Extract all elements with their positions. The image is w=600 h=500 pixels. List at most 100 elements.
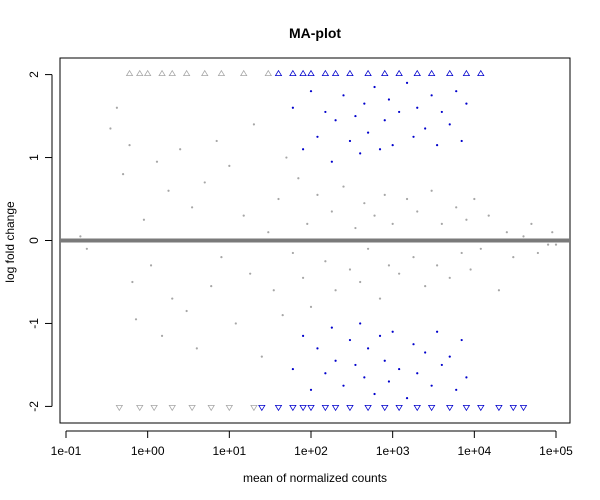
data-point-blue [324, 372, 327, 375]
data-point-gray [512, 255, 515, 259]
data-point-blue [460, 338, 463, 342]
data-point-gray [330, 210, 333, 213]
data-point-blue [440, 110, 443, 114]
data-point-gray [398, 272, 401, 275]
y-tick-label: 0 [27, 237, 41, 244]
data-point-gray [348, 268, 352, 271]
data-point-blue [416, 372, 419, 375]
data-point-blue [398, 367, 401, 371]
clipped-marker-top [381, 69, 389, 76]
clipped-marker-top [331, 69, 340, 76]
clipped-marker-top [168, 69, 176, 76]
data-point-gray [155, 160, 159, 163]
data-point-blue [387, 380, 391, 383]
data-point-gray [530, 222, 533, 226]
x-axis: 1e-01 1e+00 1e+01 1e+02 1e+03 1e+04 1e+05 [51, 430, 573, 458]
clipped-marker-bottom [250, 405, 258, 412]
data-point-blue [465, 376, 468, 379]
data-point-blue [373, 85, 376, 89]
data-point-blue [383, 119, 386, 122]
points-layer [79, 81, 558, 400]
data-point-gray [260, 355, 263, 358]
clipped-marker-top [182, 69, 191, 76]
data-point-gray [167, 189, 170, 192]
clipped-marker-bottom [381, 405, 389, 412]
data-point-blue [348, 338, 352, 342]
data-point-gray [440, 222, 443, 226]
data-point-gray [479, 247, 482, 250]
data-point-gray [121, 173, 125, 176]
data-point-gray [460, 251, 463, 255]
clipped-marker-bottom [509, 405, 518, 412]
data-point-gray [324, 260, 327, 263]
clipped-marker-top [136, 69, 144, 76]
data-point-gray [215, 139, 218, 143]
data-point-gray [277, 197, 280, 201]
clipped-marker-bottom [413, 405, 421, 412]
data-point-blue [383, 359, 386, 362]
clipped-marker-bottom [225, 405, 234, 412]
data-point-gray [383, 193, 386, 196]
clipped-marker-bottom [427, 405, 436, 412]
x-tick-label: 1e+04 [457, 444, 491, 458]
data-point-gray [551, 231, 554, 234]
data-point-gray [342, 185, 345, 188]
clipped-marker-top [143, 69, 152, 76]
y-tick-label: 1 [27, 154, 41, 161]
data-point-blue [354, 363, 357, 367]
data-point-gray [455, 206, 458, 209]
data-point-blue [316, 135, 319, 138]
data-point-gray [554, 243, 558, 246]
data-point-gray [378, 297, 382, 300]
clipped-marker-bottom [115, 405, 124, 412]
data-point-gray [435, 264, 439, 267]
clipped-marker-bottom [274, 405, 283, 412]
data-point-gray [366, 247, 370, 250]
x-tick-label: 1e-01 [51, 444, 82, 458]
data-point-gray [109, 127, 112, 130]
data-point-gray [210, 285, 213, 288]
data-point-gray [190, 206, 194, 209]
clipped-marker-bottom [207, 405, 215, 412]
data-point-gray [391, 222, 394, 226]
clipped-marker-top [395, 69, 403, 76]
data-point-gray [309, 305, 313, 308]
data-point-gray [465, 218, 468, 221]
data-point-gray [79, 235, 82, 238]
data-point-gray [387, 264, 391, 267]
data-point-gray [306, 222, 309, 226]
data-point-gray [359, 280, 362, 284]
y-tick-label: -2 [27, 401, 41, 412]
data-point-gray [448, 276, 451, 279]
data-point-gray [416, 210, 419, 213]
clipped-marker-bottom [364, 405, 372, 412]
clipped-marker-top [427, 69, 436, 76]
clipped-marker-top [201, 69, 209, 76]
data-point-blue [348, 139, 352, 143]
data-point-gray [115, 106, 118, 109]
data-point-blue [398, 110, 401, 114]
data-point-gray [234, 322, 237, 325]
data-point-blue [366, 131, 370, 134]
data-point-gray [267, 231, 270, 234]
data-point-blue [330, 326, 333, 329]
data-point-blue [465, 102, 468, 105]
x-tick-label: 1e+01 [212, 444, 246, 458]
data-point-gray [497, 289, 501, 292]
clipped-marker-bottom [346, 405, 354, 412]
clipped-marker-top [264, 69, 273, 76]
clipped-marker-top [217, 69, 226, 76]
data-point-gray [291, 251, 294, 255]
data-point-gray [220, 255, 223, 259]
data-point-gray [131, 280, 134, 284]
data-point-gray [424, 285, 427, 288]
clipped-marker-bottom [446, 405, 454, 412]
data-point-gray [142, 218, 146, 221]
data-point-blue [391, 144, 394, 147]
clipped-marker-bottom [168, 405, 176, 412]
clipped-marker-top [462, 69, 471, 76]
clipped-marker-bottom [136, 405, 144, 412]
data-point-gray [354, 226, 357, 230]
data-point-blue [309, 90, 313, 93]
